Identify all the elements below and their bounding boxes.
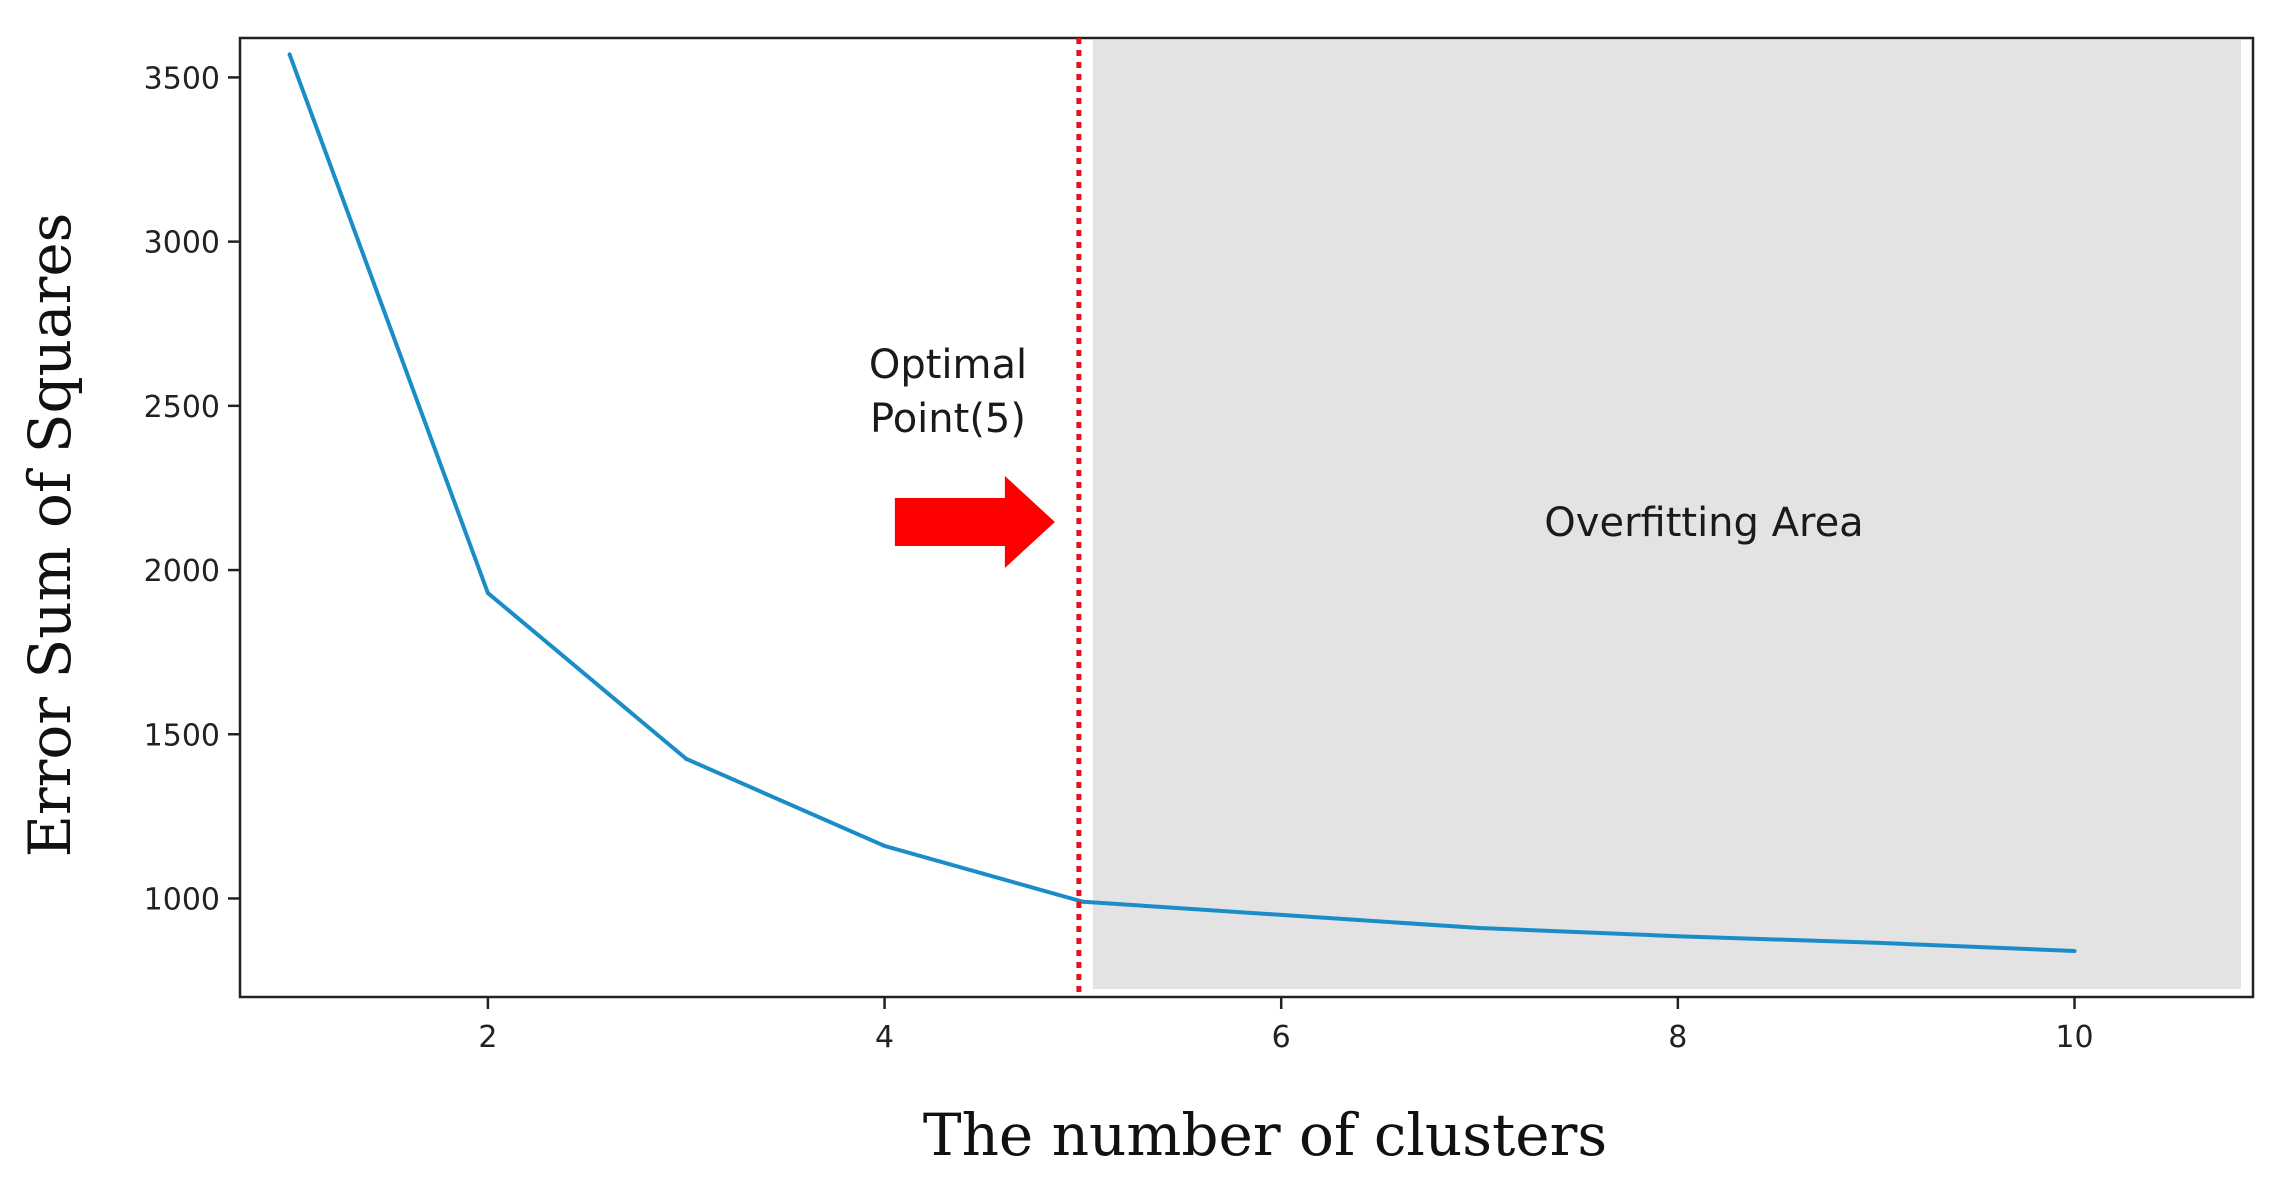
- axes-frame: [238, 36, 2255, 999]
- x-tick-label: 4: [875, 1020, 894, 1055]
- data-point: [1477, 926, 1482, 931]
- y-tick-label: 2000: [144, 554, 220, 589]
- plot-border: [238, 36, 2255, 999]
- x-tick-label: 8: [1668, 1020, 1687, 1055]
- x-tick-label: 2: [478, 1020, 497, 1055]
- data-point: [882, 843, 887, 848]
- x-tick-label: 10: [2055, 1020, 2093, 1055]
- y-tick-label: 2500: [144, 390, 220, 425]
- data-point: [1675, 934, 1680, 939]
- y-tick-label: 1500: [144, 718, 220, 753]
- data-point: [684, 756, 689, 761]
- series-points: [287, 52, 2077, 954]
- y-tick-label: 3000: [144, 226, 220, 261]
- series-line: [287, 53, 2075, 954]
- y-axis-ticks: 1000 1500 2000 2500 3000 3500: [144, 61, 240, 917]
- x-axis-title: The number of clusters: [923, 1101, 1607, 1169]
- optimal-label-line1: Optimal: [869, 342, 1027, 388]
- x-tick-label: 6: [1272, 1020, 1291, 1055]
- data-point: [1874, 940, 1879, 945]
- data-point: [2072, 949, 2077, 954]
- data-point: [1279, 912, 1284, 917]
- optimal-label-line2: Point(5): [870, 396, 1026, 442]
- data-point: [287, 52, 292, 57]
- optimal-arrow-icon: [894, 476, 1055, 568]
- y-tick-label: 1000: [144, 882, 220, 917]
- y-tick-label: 3500: [144, 61, 220, 96]
- overfit-region: [1092, 40, 2241, 989]
- data-point: [1080, 899, 1085, 904]
- overfit-label: Overfitting Area: [1544, 500, 1863, 546]
- x-axis-ticks: 2 4 6 8 10: [478, 997, 2094, 1055]
- y-axis-title: Error Sum of Squares: [16, 213, 84, 858]
- data-point: [485, 591, 490, 596]
